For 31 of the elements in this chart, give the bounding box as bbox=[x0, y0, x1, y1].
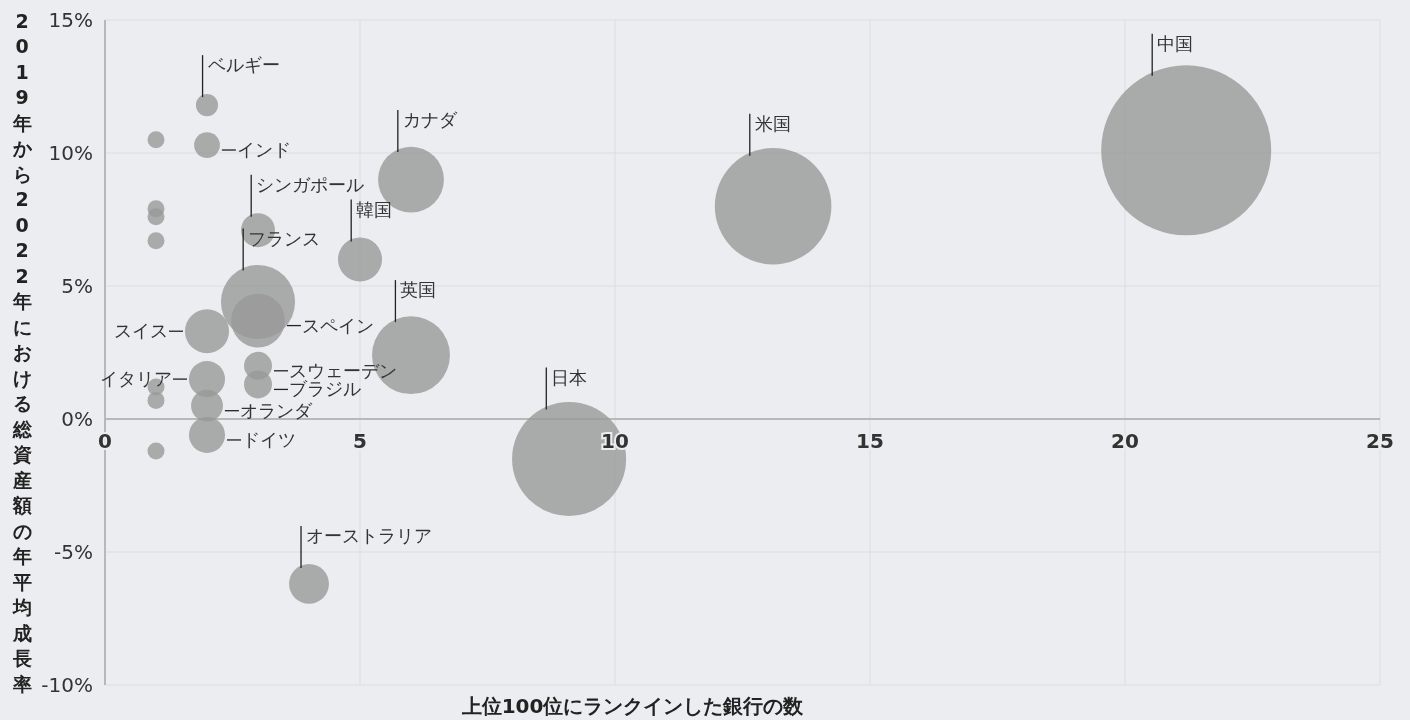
annotation: オーストラリア bbox=[306, 524, 433, 546]
annotation: シンガポール bbox=[256, 173, 365, 195]
annotation: スウェーデン bbox=[288, 359, 397, 381]
annotation: インド bbox=[236, 139, 291, 161]
x-tick-label: 20 bbox=[1111, 429, 1139, 453]
annotation: オランダ bbox=[239, 399, 313, 421]
x-tick-label: 25 bbox=[1366, 429, 1394, 453]
x-tick-label: 5 bbox=[353, 429, 367, 453]
annotation: 英国 bbox=[400, 279, 437, 301]
y-tick-label: 10% bbox=[48, 141, 93, 165]
annotation: ベルギー bbox=[207, 54, 280, 76]
y-tick-label: 15% bbox=[48, 8, 93, 32]
x-tick-label: 0 bbox=[98, 429, 112, 453]
y-tick-label: 0% bbox=[61, 407, 93, 431]
y-tick-label: -5% bbox=[54, 540, 93, 564]
annotation: カナダ bbox=[402, 108, 458, 130]
y-tick-label: -10% bbox=[41, 673, 93, 697]
annotation: 韓国 bbox=[356, 198, 393, 220]
y-tick-label: 5% bbox=[61, 274, 93, 298]
text: 2019年から2022年における総資産額の年平均成長率 bbox=[12, 9, 32, 695]
annotation: スペイン bbox=[301, 314, 374, 336]
annotation: フランス bbox=[248, 227, 321, 249]
x-axis-title: 上位100位にランクインした銀行の数 bbox=[460, 694, 805, 718]
x-tick-label: 15 bbox=[856, 429, 884, 453]
annotation: イタリア bbox=[99, 368, 172, 390]
annotation: ブラジル bbox=[288, 378, 361, 400]
annotation: 中国 bbox=[1157, 32, 1194, 54]
annotation: 日本 bbox=[551, 366, 588, 388]
annotation: スイス bbox=[114, 320, 168, 342]
annotation: ドイツ bbox=[242, 428, 297, 450]
annotation: 米国 bbox=[754, 112, 791, 134]
